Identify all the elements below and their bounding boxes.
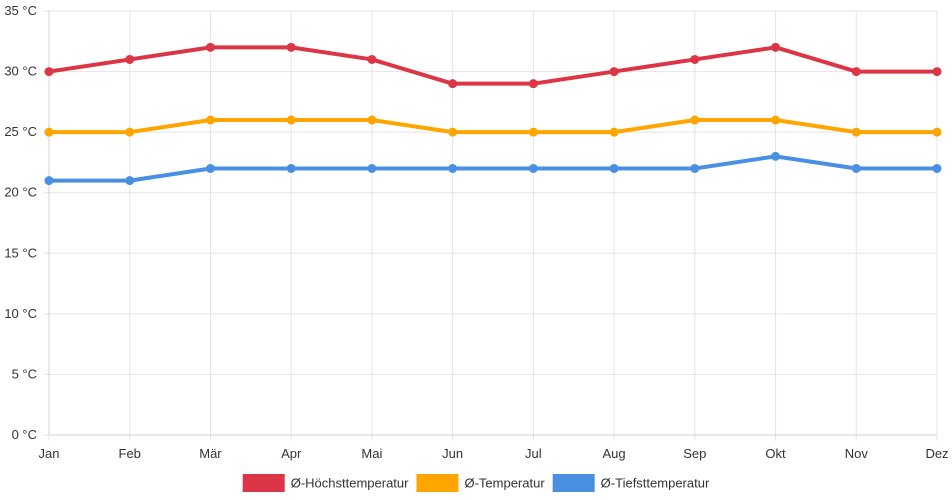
data-point[interactable] [286,163,296,173]
legend-label: Ø-Temperatur [464,476,545,491]
y-tick-label: 35 °C [4,3,37,18]
y-tick-label: 15 °C [4,245,37,260]
data-point[interactable] [125,127,135,137]
data-point[interactable] [851,163,861,173]
data-point[interactable] [851,67,861,77]
x-tick-label: Jun [442,446,463,461]
legend-swatch [416,474,459,492]
series-line [47,154,939,183]
data-point[interactable] [528,79,538,89]
legend-swatch [552,474,595,492]
data-point[interactable] [851,127,861,137]
x-tick-label: Aug [603,446,626,461]
x-tick-label: Mär [199,446,222,461]
legend: Ø-Höchsttemperatur Ø-Temperatur Ø-Tiefstte… [242,474,710,492]
data-point[interactable] [205,42,215,52]
series-line [47,45,939,86]
data-point[interactable] [690,163,700,173]
data-point[interactable] [44,176,54,186]
series-2 [44,115,942,137]
data-point[interactable] [44,127,54,137]
data-point[interactable] [771,115,781,125]
data-point[interactable] [286,42,296,52]
data-point[interactable] [205,163,215,173]
legend-item[interactable]: Ø-Temperatur [416,474,545,492]
data-point[interactable] [690,54,700,64]
data-point[interactable] [771,42,781,52]
data-point[interactable] [528,127,538,137]
x-tick-label: Jul [525,446,542,461]
data-point[interactable] [448,127,458,137]
data-point[interactable] [125,176,135,186]
series-line [47,118,939,135]
x-tick-label: Feb [119,446,141,461]
data-point[interactable] [125,54,135,64]
y-tick-label: 25 °C [4,124,37,139]
y-tick-label: 20 °C [4,185,37,200]
series-3 [44,151,942,186]
legend-label: Ø-Höchsttemperatur [291,476,409,491]
x-tick-label: Nov [845,446,869,461]
y-tick-label: 5 °C [12,366,37,381]
y-tick-label: 0 °C [12,427,37,442]
data-point[interactable] [609,127,619,137]
x-tick-label: Sep [683,446,706,461]
data-point[interactable] [932,163,942,173]
data-point[interactable] [367,115,377,125]
data-point[interactable] [448,163,458,173]
axes: 0 °C 5 °C 10 °C 15 °C 20 °C 25 °C 30 °C 35 °C Ja… [4,3,948,461]
x-tick-label: Apr [281,446,302,461]
data-point[interactable] [44,67,54,77]
x-tick-label: Dez [925,446,948,461]
grid [43,10,938,441]
data-point[interactable] [528,163,538,173]
data-point[interactable] [448,79,458,89]
data-point[interactable] [367,54,377,64]
y-tick-label: 10 °C [4,306,37,321]
data-point[interactable] [609,67,619,77]
data-point[interactable] [932,67,942,77]
legend-swatch [242,474,285,492]
legend-item[interactable]: Ø-Höchsttemperatur [242,474,409,492]
x-tick-label: Jan [39,446,60,461]
data-point[interactable] [932,127,942,137]
data-point[interactable] [205,115,215,125]
legend-label: Ø-Tiefsttemperatur [601,476,710,491]
data-point[interactable] [771,151,781,161]
data-point[interactable] [690,115,700,125]
series-lines [44,42,942,186]
legend-item[interactable]: Ø-Tiefsttemperatur [552,474,710,492]
x-tick-label: Mai [361,446,382,461]
series-1 [44,42,942,89]
x-tick-label: Okt [765,446,786,461]
data-point[interactable] [609,163,619,173]
data-point[interactable] [367,163,377,173]
data-point[interactable] [286,115,296,125]
y-tick-label: 30 °C [4,64,37,79]
